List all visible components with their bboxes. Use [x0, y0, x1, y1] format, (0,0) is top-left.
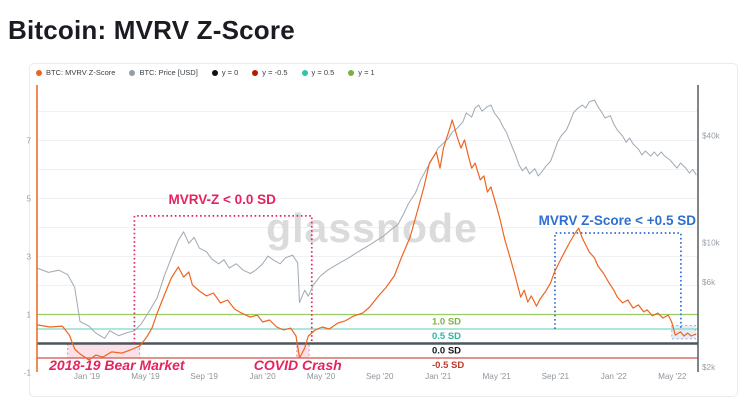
legend-dot	[211, 69, 218, 76]
x-axis-tick-label: Sep '19	[190, 372, 218, 381]
annotation-bear-market: 2018-19 Bear Market	[48, 357, 186, 373]
mvrv-below-half-box	[554, 232, 682, 329]
y-right-tick-label: $6k	[702, 278, 716, 287]
mvrv-below-zero-box-label: MVRV-Z < 0.0 SD	[169, 192, 277, 207]
mvrv-zscore-line	[37, 119, 697, 361]
mvrv-below-zero-box	[133, 215, 313, 344]
x-axis-tick-label: May '21	[482, 372, 511, 381]
legend-label: y = -0.5	[262, 68, 288, 77]
legend-label: BTC: Price [USD]	[139, 68, 198, 77]
y-right-tick-label: $40k	[702, 131, 721, 140]
x-axis-tick-label: May '19	[131, 372, 160, 381]
price-end-region	[671, 325, 696, 339]
x-axis-tick-label: May '20	[307, 372, 336, 381]
y-left-tick-label: 3	[26, 253, 31, 262]
x-axis-tick-label: Jan '21	[425, 372, 452, 381]
annotation-covid-crash: COVID Crash	[254, 357, 342, 373]
legend-label: y = 0	[221, 68, 239, 77]
legend-dot	[129, 69, 136, 76]
legend-item-0[interactable]: BTC: MVRV Z-Score	[36, 68, 115, 77]
legend-item-2[interactable]: y = 0	[211, 68, 239, 77]
y-right-tick-label: $2k	[702, 363, 716, 372]
y-right-tick-label: $10k	[702, 239, 721, 248]
x-axis-tick-label: Jan '20	[250, 372, 277, 381]
ref-line-label: 1.0 SD	[432, 317, 461, 328]
x-axis-tick-label: Sep '20	[366, 372, 394, 381]
legend-label: BTC: MVRV Z-Score	[46, 68, 116, 77]
ref-line-label: -0.5 SD	[432, 360, 464, 371]
chart-legend: BTC: MVRV Z-Score BTC: Price [USD] y = 0 y …	[36, 68, 375, 77]
legend-dot	[36, 69, 42, 76]
y-left-tick-label: -1	[24, 369, 32, 378]
glassnode-watermark: glassnode	[266, 205, 478, 251]
y-left-tick-label: 1	[26, 311, 31, 320]
legend-label: y = 0.5	[311, 68, 335, 77]
legend-dot	[348, 69, 355, 76]
legend-item-4[interactable]: y = 0.5	[301, 68, 335, 77]
legend-item-3[interactable]: y = -0.5	[252, 68, 288, 77]
ref-line-label: 0.0 SD	[432, 346, 461, 357]
legend-item-5[interactable]: y = 1	[348, 68, 375, 77]
ref-line-label: 0.5 SD	[432, 331, 461, 342]
legend-dot	[301, 69, 308, 76]
x-axis-tick-label: Jan '22	[601, 372, 628, 381]
legend-label: y = 1	[358, 68, 375, 77]
x-axis-tick-label: Sep '21	[542, 372, 570, 381]
y-left-tick-label: 7	[26, 137, 31, 146]
x-axis-tick-label: Jan '19	[74, 372, 101, 381]
page-title: Bitcoin: MVRV Z-Score	[8, 15, 295, 45]
chart-card	[29, 63, 738, 397]
y-left-tick-label: 5	[26, 195, 31, 204]
x-axis-tick-label: May '22	[658, 372, 687, 381]
bear-market-region	[67, 343, 140, 358]
legend-dot	[252, 69, 259, 76]
legend-item-1[interactable]: BTC: Price [USD]	[129, 68, 198, 77]
mvrv-below-half-box-label: MVRV Z-Score < +0.5 SD	[539, 213, 697, 228]
